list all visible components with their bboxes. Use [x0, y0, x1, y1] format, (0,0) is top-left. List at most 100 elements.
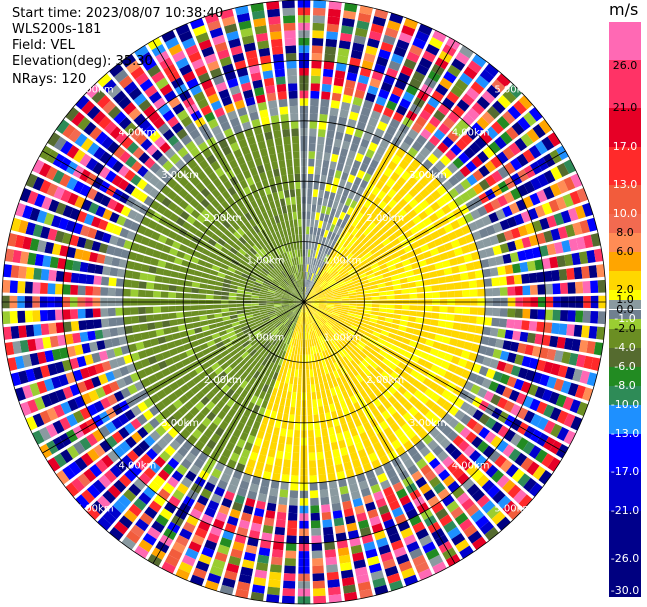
velocity-gate: [462, 307, 470, 315]
velocity-gate: [264, 392, 271, 402]
velocity-gate: [573, 324, 583, 337]
velocity-gate: [430, 230, 440, 240]
velocity-gate: [239, 337, 248, 345]
velocity-gate: [2, 311, 11, 325]
velocity-gate: [181, 554, 196, 567]
velocity-gate: [399, 495, 411, 506]
velocity-gate: [517, 116, 531, 131]
velocity-gate: [255, 319, 263, 325]
velocity-gate: [339, 32, 353, 42]
velocity-gate: [268, 325, 276, 332]
velocity-gate: [496, 474, 510, 489]
velocity-gate: [304, 302, 310, 308]
velocity-gate: [123, 509, 138, 523]
velocity-gate: [556, 179, 569, 194]
velocity-gate: [396, 417, 407, 428]
velocity-gate: [365, 92, 376, 103]
velocity-gate: [232, 541, 245, 552]
velocity-gate: [378, 287, 387, 292]
velocity-gate: [353, 250, 362, 258]
velocity-gate: [323, 534, 335, 543]
velocity-gate: [140, 331, 150, 340]
velocity-gate: [432, 445, 444, 457]
velocity-gate: [296, 399, 301, 408]
velocity-gate: [309, 136, 317, 144]
velocity-gate: [102, 265, 111, 276]
velocity-gate: [552, 283, 561, 295]
velocity-gate: [364, 209, 373, 218]
velocity-gate: [441, 97, 455, 110]
velocity-gate: [140, 453, 153, 466]
velocity-gate: [236, 297, 244, 301]
velocity-gate: [304, 300, 312, 302]
velocity-gate: [415, 280, 424, 287]
velocity-gate: [305, 271, 308, 280]
velocity-gate: [244, 374, 253, 383]
velocity-gate: [265, 321, 273, 328]
velocity-gate: [384, 281, 393, 287]
velocity-gate: [172, 410, 183, 421]
velocity-gate: [279, 341, 285, 350]
velocity-gate: [221, 304, 229, 309]
velocity-gate: [297, 331, 300, 340]
velocity-gate: [322, 198, 329, 207]
velocity-gate: [417, 357, 427, 367]
velocity-gate: [325, 206, 332, 215]
velocity-gate: [458, 331, 468, 340]
velocity-gate: [98, 425, 111, 438]
velocity-gate: [347, 118, 357, 128]
velocity-gate: [92, 308, 101, 318]
velocity-gate: [281, 474, 290, 483]
velocity-gate: [292, 361, 296, 370]
velocity-gate: [313, 7, 326, 16]
velocity-gate: [502, 89, 517, 104]
colorbar-tick-label: 10.0: [612, 206, 638, 220]
velocity-gate: [240, 512, 252, 522]
velocity-gate: [300, 324, 303, 333]
velocity-gate: [553, 350, 564, 363]
velocity-gate: [365, 269, 374, 276]
velocity-gate: [236, 293, 245, 297]
velocity-gate: [286, 204, 292, 213]
velocity-gate: [386, 376, 396, 385]
velocity-gate: [399, 320, 408, 327]
velocity-gate: [514, 452, 528, 467]
velocity-gate: [481, 215, 492, 226]
velocity-gate: [386, 308, 395, 314]
velocity-gate: [9, 280, 18, 293]
velocity-gate: [463, 445, 476, 457]
velocity-gate: [210, 433, 221, 444]
velocity-gate: [380, 114, 391, 125]
velocity-gate: [306, 316, 310, 325]
velocity-gate: [528, 445, 542, 459]
velocity-gate: [319, 351, 324, 360]
velocity-gate: [285, 53, 297, 61]
velocity-gate: [224, 366, 233, 375]
velocity-gate: [338, 179, 347, 188]
velocity-gate: [288, 360, 293, 369]
velocity-gate: [367, 401, 377, 412]
velocity-gate: [537, 309, 546, 320]
velocity-gate: [127, 384, 138, 395]
velocity-gate: [411, 140, 423, 152]
velocity-gate: [191, 287, 200, 294]
velocity-gate: [190, 417, 201, 428]
velocity-gate: [220, 472, 231, 483]
velocity-gate: [273, 302, 282, 305]
velocity-gate: [336, 218, 343, 227]
velocity-gate: [332, 287, 340, 292]
velocity-gate: [405, 327, 414, 334]
velocity-gate: [337, 280, 345, 286]
velocity-gate: [326, 296, 334, 299]
velocity-gate: [175, 534, 189, 547]
velocity-gate: [92, 286, 101, 296]
range-ring-label: 3.00km: [161, 418, 199, 429]
velocity-gate: [575, 281, 584, 294]
velocity-gate: [324, 541, 336, 551]
velocity-gate: [62, 309, 71, 320]
velocity-gate: [267, 495, 278, 504]
velocity-gate: [343, 507, 354, 518]
velocity-gate: [386, 290, 395, 296]
velocity-gate: [338, 340, 346, 348]
velocity-gate: [293, 338, 297, 347]
